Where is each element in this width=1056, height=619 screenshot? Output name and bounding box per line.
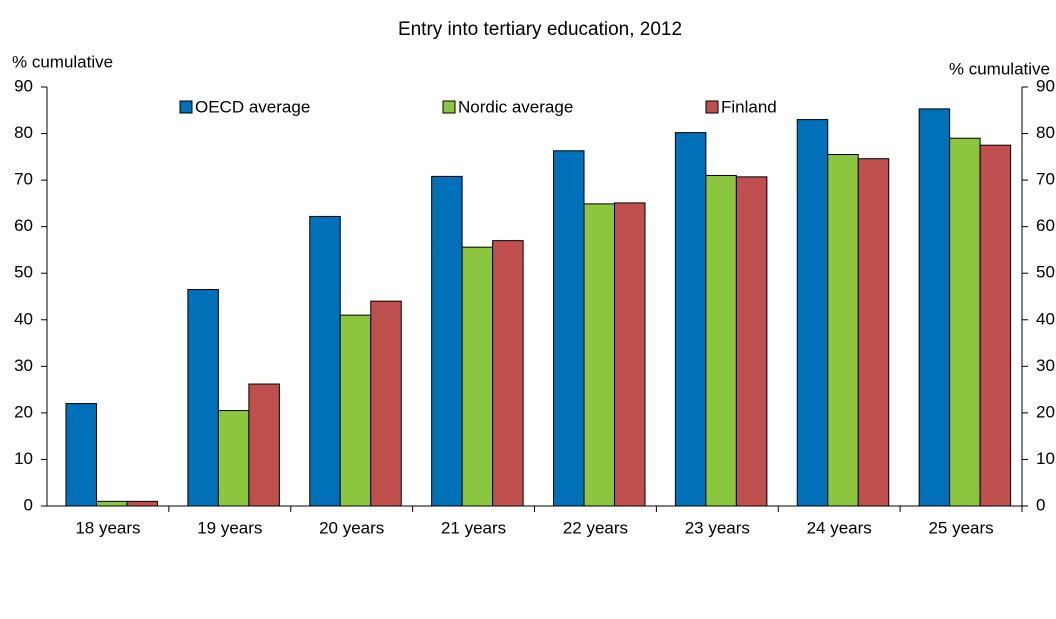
- bar: [796, 119, 829, 507]
- y-tick-label: 20: [14, 402, 33, 421]
- bar: [553, 150, 585, 507]
- y-tick-label: 10: [14, 449, 33, 468]
- legend-label: Nordic average: [458, 97, 573, 116]
- bar: [96, 500, 128, 507]
- y-tick-label: 70: [14, 170, 33, 189]
- legend-label: OECD average: [195, 97, 310, 116]
- bar: [583, 203, 615, 507]
- y-tick-label: 50: [14, 263, 33, 282]
- x-tick-label: 24 years: [807, 518, 872, 537]
- y-tick-label: 30: [14, 356, 33, 375]
- bar: [979, 144, 1012, 507]
- bar: [65, 403, 97, 507]
- bar: [461, 246, 494, 507]
- bar: [431, 175, 463, 507]
- legend-swatch: [179, 100, 193, 114]
- bar: [126, 500, 158, 507]
- bar: [370, 300, 402, 507]
- bar: [309, 215, 341, 507]
- y2-tick-label: 80: [1036, 123, 1055, 142]
- legend-label: Finland: [721, 97, 777, 116]
- bar: [705, 174, 737, 507]
- bar: [339, 314, 372, 507]
- chart-title: Entry into tertiary education, 2012: [398, 19, 682, 40]
- y2-tick-label: 30: [1036, 356, 1055, 375]
- bar: [949, 137, 981, 507]
- y-axis-label: % cumulative: [12, 52, 113, 71]
- bar: [674, 132, 707, 507]
- y2-tick-label: 10: [1036, 449, 1055, 468]
- y2-tick-label: 90: [1036, 76, 1055, 95]
- y2-tick-label: 20: [1036, 402, 1055, 421]
- x-tick-label: 19 years: [197, 518, 262, 537]
- legend-swatch: [442, 100, 456, 114]
- y2-tick-label: 60: [1036, 216, 1055, 235]
- bar: [735, 176, 768, 507]
- y2-tick-label: 40: [1036, 309, 1055, 328]
- y2-tick-label: 70: [1036, 170, 1055, 189]
- bar: [827, 154, 859, 507]
- x-tick-label: 18 years: [75, 518, 140, 537]
- y2-tick-label: 0: [1036, 495, 1045, 514]
- x-tick-label: 23 years: [685, 518, 750, 537]
- bar: [217, 410, 250, 507]
- legend-swatch: [705, 100, 719, 114]
- bar: [248, 383, 280, 507]
- bar: [857, 158, 890, 507]
- bar: [187, 289, 219, 507]
- y-tick-label: 90: [14, 76, 33, 95]
- bar: [918, 108, 951, 507]
- bar: [614, 202, 646, 507]
- y-tick-label: 40: [14, 309, 33, 328]
- y-tick-label: 80: [14, 123, 33, 142]
- y2-tick-label: 50: [1036, 263, 1055, 282]
- y-tick-label: 0: [24, 495, 33, 514]
- y-tick-label: 60: [14, 216, 33, 235]
- x-tick-label: 20 years: [319, 518, 384, 537]
- x-tick-label: 22 years: [563, 518, 628, 537]
- y2-axis-label: % cumulative: [949, 59, 1050, 78]
- x-tick-label: 25 years: [928, 518, 993, 537]
- x-tick-label: 21 years: [441, 518, 506, 537]
- bar: [492, 240, 524, 507]
